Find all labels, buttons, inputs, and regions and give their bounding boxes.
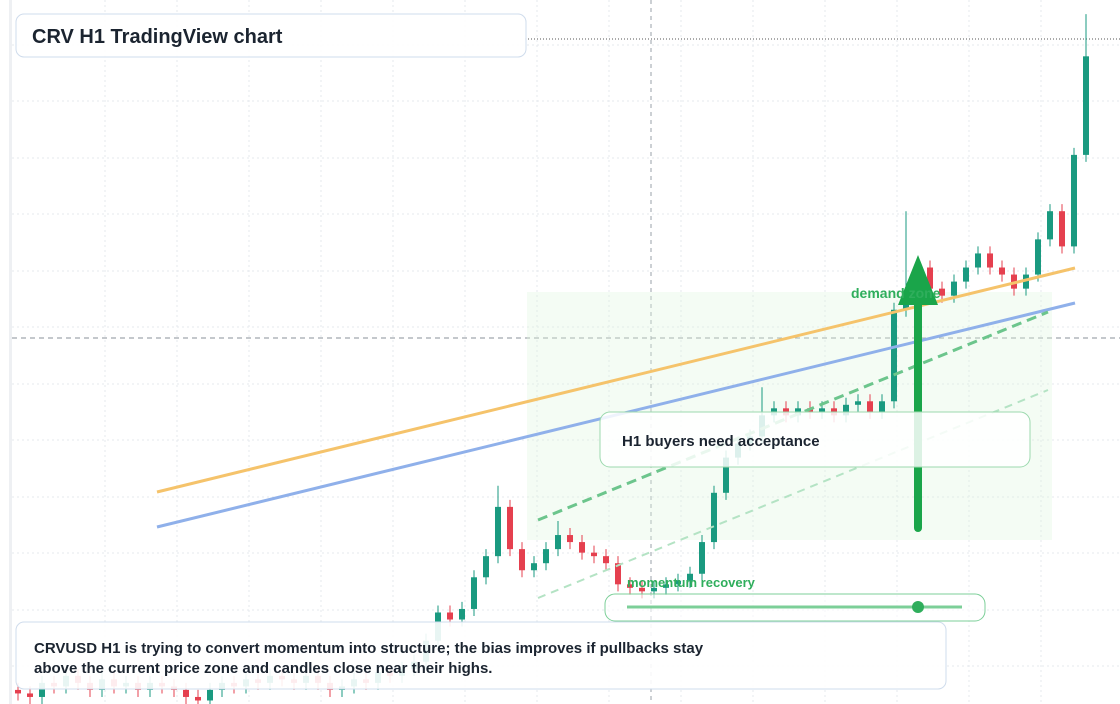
channel-lower <box>537 389 1049 599</box>
candle-body <box>15 689 21 694</box>
arrow-head <box>898 255 938 305</box>
range-handle <box>912 601 924 613</box>
candle-body <box>483 556 489 578</box>
candle-body <box>507 506 513 550</box>
candle-body <box>1059 211 1065 247</box>
candle-body <box>27 693 33 697</box>
candle-body <box>963 267 969 282</box>
candle-body <box>711 492 717 543</box>
candle-body <box>39 682 45 697</box>
candle-body <box>879 401 885 412</box>
candle-body <box>663 584 669 588</box>
caption-box <box>15 621 947 690</box>
candle-body <box>891 309 897 402</box>
candle-body <box>495 506 501 557</box>
candle-body <box>519 549 525 571</box>
grid <box>12 0 1120 704</box>
candle-body <box>591 552 597 557</box>
candle-body <box>447 612 453 620</box>
candle-body <box>1035 239 1041 275</box>
candle-body <box>819 408 825 412</box>
candle-body <box>1071 154 1077 247</box>
annotation-label: momentum recovery <box>627 575 756 590</box>
candle-body <box>687 573 693 581</box>
annotation-box <box>599 411 1031 468</box>
candle-body <box>987 253 993 268</box>
candle-body <box>855 401 861 405</box>
chart-title: CRV H1 TradingView chart <box>32 26 283 48</box>
candle-body <box>867 401 873 412</box>
candle-body <box>723 457 729 493</box>
candle-body <box>699 542 705 574</box>
candle-body <box>939 288 945 296</box>
annotation-label: demand zone <box>851 285 941 301</box>
candle-body <box>975 253 981 268</box>
left-edge <box>9 0 12 704</box>
title-box <box>15 13 527 58</box>
candle-body <box>1083 56 1089 155</box>
annotation-label: H1 buyers need acceptance <box>622 433 820 450</box>
candle-body <box>579 542 585 553</box>
candle-body <box>543 549 549 564</box>
candle-body <box>1023 274 1029 289</box>
candle-body <box>675 580 681 585</box>
caption-line: CRVUSD H1 is trying to convert momentum … <box>34 640 704 657</box>
caption-line: above the current price zone and candles… <box>34 660 492 677</box>
candle-body <box>651 587 657 592</box>
candle-body <box>999 267 1005 275</box>
candle-body <box>567 535 573 543</box>
candle-body <box>183 689 189 697</box>
candle-body <box>471 577 477 609</box>
candle-body <box>843 404 849 416</box>
candle-body <box>555 535 561 550</box>
candle-body <box>603 556 609 564</box>
candle-body <box>951 281 957 296</box>
candle-body <box>195 696 201 701</box>
candle-body <box>207 689 213 701</box>
candle-body <box>627 584 633 588</box>
candle-body <box>459 608 465 620</box>
candle-body <box>615 563 621 585</box>
candle-body <box>531 563 537 571</box>
candle-body <box>927 267 933 289</box>
candle-body <box>1047 211 1053 240</box>
candle-body <box>639 587 645 592</box>
